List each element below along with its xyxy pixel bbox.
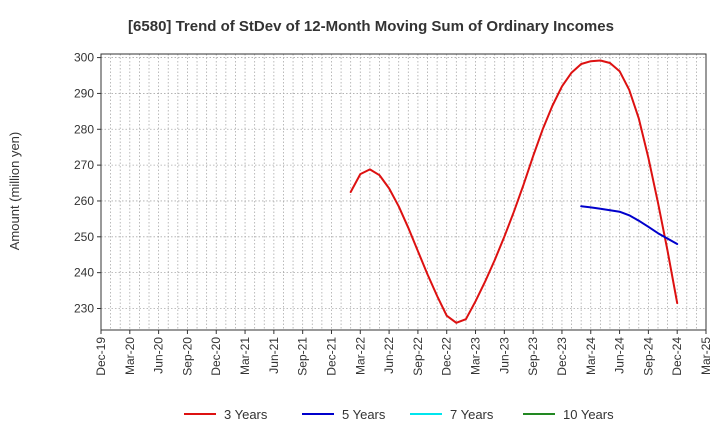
x-tick-label: Dec-19 [94,337,108,376]
y-tick-label: 270 [74,158,94,172]
legend: 3 Years 5 Years 7 Years 10 Years [184,407,614,422]
x-tick-label: Mar-23 [469,337,483,375]
y-tick-label: 290 [74,86,94,100]
series-line-5-years [580,205,679,245]
x-tick-label: Sep-23 [526,337,540,376]
x-tick-label: Dec-21 [324,337,338,376]
plot-area: 230 240 250 260 270 280 290 300 Dec-19 Mar-20 Jun-… [74,51,713,376]
x-tick-label: Mar-25 [699,337,713,375]
x-tick-label: Sep-21 [296,337,310,376]
x-tick-label: Dec-24 [670,337,684,376]
chart-title: [6580] Trend of StDev of 12-Month Moving… [128,18,614,35]
x-tick-label: Mar-22 [353,337,367,375]
y-tick-label: 300 [74,51,94,65]
x-tick-label: Jun-23 [497,337,511,374]
x-tick-label: Dec-20 [209,337,223,376]
x-tick-label: Sep-22 [411,337,425,376]
y-tick-label: 240 [74,266,94,280]
x-tick-label: Sep-24 [641,337,655,376]
y-tick-label: 280 [74,122,94,136]
x-tick-label: Jun-22 [382,337,396,374]
x-tick-label: Mar-20 [123,337,137,375]
y-tick-label: 250 [74,230,94,244]
x-tick-label: Jun-20 [152,337,166,374]
legend-label: 3 Years [224,407,268,422]
legend-label: 10 Years [563,407,614,422]
x-tick-label: Mar-24 [584,337,598,375]
x-tick-label: Dec-22 [440,337,454,376]
legend-label: 5 Years [342,407,386,422]
x-tick-label: Sep-20 [180,337,194,376]
plot-frame [100,53,707,331]
series-line-3-years [349,59,679,324]
y-axis-label: Amount (million yen) [7,132,22,251]
legend-label: 7 Years [450,407,494,422]
x-tick-label: Jun-24 [613,337,627,374]
x-tick-label: Mar-21 [238,337,252,375]
x-tick-label: Jun-21 [267,337,281,374]
plot-background [101,54,706,330]
x-tick-label: Dec-23 [555,337,569,376]
y-tick-label: 260 [74,194,94,208]
y-tick-label: 230 [74,301,94,315]
